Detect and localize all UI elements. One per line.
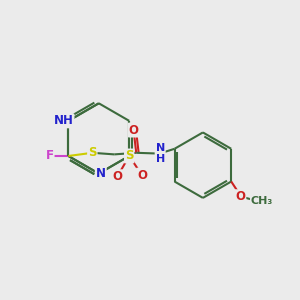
Text: S: S (125, 149, 134, 163)
Text: NH: NH (54, 114, 74, 128)
Text: S: S (88, 146, 97, 159)
Text: N
H: N H (155, 143, 165, 164)
Text: O: O (137, 169, 147, 182)
Text: O: O (236, 190, 245, 203)
Text: N: N (96, 167, 106, 180)
Text: F: F (46, 149, 54, 163)
Text: O: O (112, 170, 122, 183)
Text: CH₃: CH₃ (251, 196, 273, 206)
Text: O: O (129, 124, 139, 136)
